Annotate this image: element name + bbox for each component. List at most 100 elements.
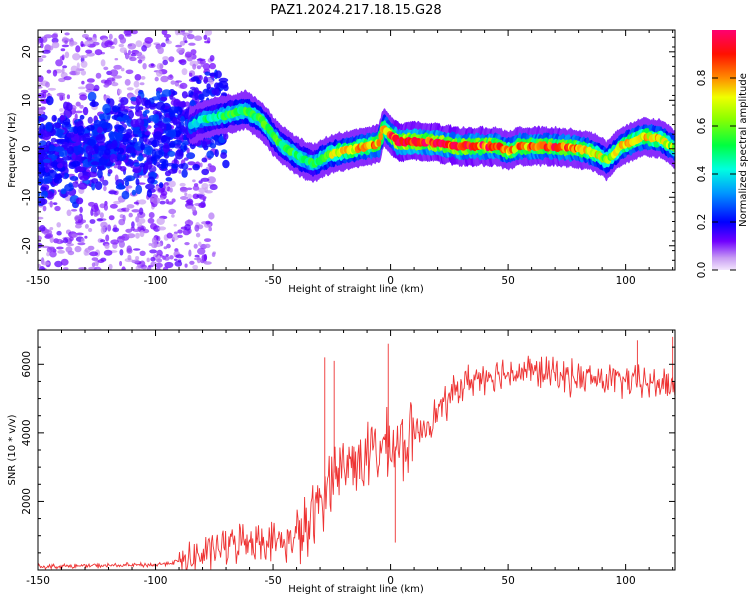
heatmap-noise-cell xyxy=(100,59,106,67)
x-tick-label: -100 xyxy=(144,575,168,587)
heatmap-noise-cell xyxy=(104,243,110,249)
heatmap-noise-cell xyxy=(138,199,147,205)
heatmap-noise-cell xyxy=(75,68,81,76)
heatmap-cloud-cell xyxy=(42,171,51,177)
heatmap-noise-cell xyxy=(111,82,119,87)
heatmap-noise-cell xyxy=(139,82,145,86)
heatmap-noise-cell xyxy=(131,259,140,264)
heatmap-noise-cell xyxy=(72,53,81,61)
heatmap-noise-cell xyxy=(190,49,197,55)
heatmap-noise-cell xyxy=(60,48,66,52)
heatmap-noise-cell xyxy=(119,249,124,256)
heatmap-noise-cell xyxy=(125,207,129,213)
heatmap-noise-cell xyxy=(169,74,173,78)
heatmap-noise-cell xyxy=(142,266,147,270)
heatmap-cloud-cell xyxy=(201,157,208,163)
y-tick-label: 6000 xyxy=(21,351,33,378)
heatmap-noise-cell xyxy=(114,58,119,61)
heatmap-noise-cell xyxy=(140,76,146,80)
heatmap-noise-cell xyxy=(97,259,105,264)
heatmap-noise-cell xyxy=(173,157,178,165)
heatmap-noise-cell xyxy=(61,54,65,61)
heatmap-noise-cell xyxy=(203,34,208,40)
heatmap-noise-cell xyxy=(40,42,44,49)
heatmap-cloud-cell xyxy=(38,149,46,159)
heatmap-noise-cell xyxy=(204,243,211,249)
snr-y-ticks: 2000 4000 6000 xyxy=(21,346,675,554)
heatmap-noise-cell xyxy=(168,180,176,188)
heatmap-noise-cell xyxy=(130,53,137,57)
heatmap-noise-cell xyxy=(84,235,88,239)
heatmap-noise-cell xyxy=(61,44,70,48)
heatmap-noise-cell xyxy=(131,221,135,229)
y-tick-label: 2000 xyxy=(21,488,33,515)
heatmap-noise-cell xyxy=(198,241,202,247)
heatmap-cloud-cell xyxy=(203,76,208,84)
heatmap-noise-cell xyxy=(174,30,180,36)
heatmap-cloud-cell xyxy=(178,163,184,169)
heatmap-noise-cell xyxy=(42,205,47,212)
heatmap-cloud-cell xyxy=(85,145,93,155)
heatmap-noise-cell xyxy=(185,51,192,58)
heatmap-cloud-cell xyxy=(130,96,138,102)
heatmap-noise-cell xyxy=(118,240,125,248)
heatmap-cloud-cell xyxy=(167,150,176,157)
heatmap-cloud-cell xyxy=(40,128,45,135)
heatmap-noise-cell xyxy=(126,87,134,91)
heatmap-noise-cell xyxy=(129,56,137,62)
heatmap-noise-cell xyxy=(203,253,208,261)
heatmap-noise-cell xyxy=(184,192,188,196)
heatmap-noise-cell xyxy=(109,203,118,209)
heatmap-noise-cell xyxy=(187,193,192,199)
heatmap-noise-cell xyxy=(121,266,126,270)
heatmap-noise-cell xyxy=(60,258,69,266)
y-tick-label: 4000 xyxy=(21,419,33,446)
heatmap-cloud-cell xyxy=(89,101,99,107)
heatmap-cloud-cell xyxy=(214,82,220,90)
heatmap-cloud-cell xyxy=(223,132,229,140)
heatmap-noise-cell xyxy=(200,61,204,68)
heatmap-cloud-cell xyxy=(202,88,211,98)
heatmap-noise-cell xyxy=(49,250,57,258)
heatmap-cloud-cell xyxy=(138,133,143,138)
heatmap-cloud-cell xyxy=(42,158,51,163)
heatmap-noise-cell xyxy=(184,242,190,246)
heatmap-noise-cell xyxy=(208,226,212,232)
heatmap-noise-cell xyxy=(118,43,125,48)
heatmap-cloud-cell xyxy=(161,160,167,169)
heatmap-noise-cell xyxy=(168,56,175,63)
heatmap-noise-cell xyxy=(38,92,45,99)
heatmap-cloud-cell xyxy=(214,149,219,158)
heatmap-noise-cell xyxy=(195,232,201,238)
snr-series-line xyxy=(38,355,675,570)
heatmap-cloud-cell xyxy=(54,122,62,129)
heatmap-noise-cell xyxy=(188,30,193,34)
heatmap-noise-cell xyxy=(110,45,115,49)
heatmap-noise-cell xyxy=(41,49,51,54)
heatmap-cloud-cell xyxy=(114,124,122,130)
heatmap-noise-cell xyxy=(135,40,143,48)
heatmap-cloud-cell xyxy=(40,190,49,199)
heatmap-noise-cell xyxy=(165,198,169,205)
heatmap-cloud-cell xyxy=(122,114,130,123)
heatmap-noise-cell xyxy=(175,254,184,259)
heatmap-noise-cell xyxy=(66,209,72,217)
heatmap-noise-cell xyxy=(56,92,66,97)
heatmap-cloud-cell xyxy=(79,114,85,120)
heatmap-noise-cell xyxy=(78,267,87,270)
heatmap-cloud-cell xyxy=(46,95,54,106)
heatmap-noise-cell xyxy=(201,195,207,199)
heatmap-cloud-cell xyxy=(206,150,215,159)
heatmap-cloud-cell xyxy=(214,70,222,79)
heatmap-noise-cell xyxy=(166,243,171,249)
heatmap-cloud-cell xyxy=(209,143,217,149)
heatmap-cloud-cell xyxy=(60,188,67,195)
heatmap-cloud-cell xyxy=(92,153,101,159)
heatmap-cloud-cell xyxy=(140,142,145,151)
heatmap-noise-cell xyxy=(56,246,64,250)
heatmap-noise-cell xyxy=(124,79,131,86)
heatmap-noise-cell xyxy=(200,259,205,264)
heatmap-noise-cell xyxy=(179,186,188,191)
x-tick-label: -150 xyxy=(26,575,50,587)
heatmap-cloud-cell xyxy=(69,176,79,181)
